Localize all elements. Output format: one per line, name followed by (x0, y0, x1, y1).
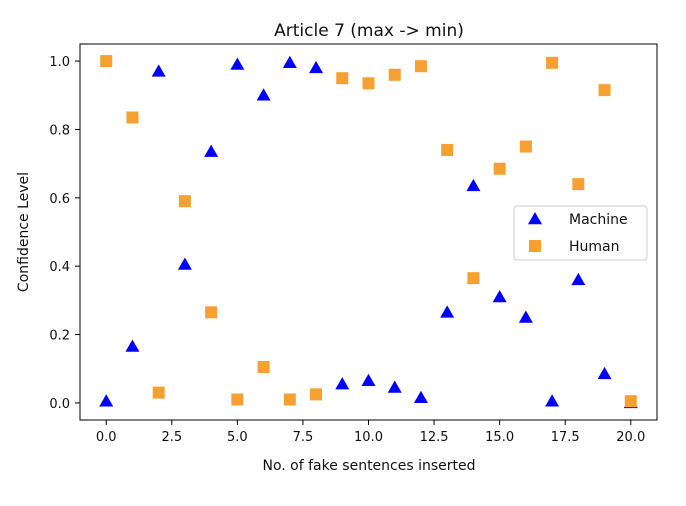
x-tick-label: 17.5 (551, 430, 580, 445)
machine-point (177, 257, 192, 270)
human-point (467, 272, 480, 285)
machine-point (518, 310, 533, 323)
human-point (441, 143, 454, 156)
machine-point (413, 390, 428, 404)
human-point (231, 393, 244, 406)
x-tick-label: 10.0 (354, 430, 383, 445)
legend-human-marker (529, 240, 541, 252)
machine-point (361, 373, 376, 386)
x-tick-label: 0.0 (96, 430, 117, 445)
human-point (283, 393, 296, 406)
human-point (178, 195, 191, 208)
y-tick-label: 1.0 (49, 55, 70, 70)
human-point (152, 386, 165, 399)
machine-point (466, 178, 481, 192)
machine-point (230, 57, 245, 70)
human-point (624, 395, 637, 408)
human-point (362, 77, 375, 90)
human-point (598, 84, 611, 97)
human-point (126, 111, 139, 124)
machine-point (387, 380, 402, 393)
human-point (414, 60, 427, 73)
machine-point (440, 305, 455, 318)
y-tick-label: 0.8 (49, 123, 70, 138)
human-point (205, 306, 218, 319)
y-axis-label: Confidence Level (16, 172, 32, 292)
x-tick-label: 15.0 (485, 430, 514, 445)
x-tick-label: 20.0 (616, 430, 645, 445)
human-point (310, 388, 323, 401)
machine-point (125, 339, 140, 352)
machine-point (204, 144, 219, 157)
machine-point (335, 377, 350, 390)
human-point (100, 55, 113, 68)
machine-point (597, 366, 612, 380)
x-axis-label: No. of fake sentences inserted (262, 458, 475, 474)
machine-point (492, 289, 507, 303)
x-tick-label: 5.0 (227, 430, 248, 445)
data-points (99, 55, 638, 409)
human-point (336, 72, 349, 85)
x-tick-label: 7.5 (293, 430, 314, 445)
machine-point (99, 394, 114, 407)
human-point (388, 68, 401, 81)
machine-point (545, 394, 560, 407)
chart-title: Article 7 (max -> min) (274, 21, 464, 41)
legend: Machine Human (513, 205, 648, 261)
y-tick-label: 0.0 (49, 397, 70, 412)
human-point (572, 178, 585, 191)
y-tick-label: 0.6 (49, 192, 70, 207)
x-tick-label: 12.5 (420, 430, 449, 445)
human-point (493, 162, 506, 175)
legend-human-label: Human (569, 239, 620, 255)
machine-point (571, 272, 586, 286)
machine-point (151, 64, 166, 77)
human-point (257, 361, 270, 374)
y-axis: 0.0 0.2 0.4 0.6 0.8 1.0 (49, 55, 80, 412)
machine-point (282, 55, 297, 69)
y-tick-label: 0.2 (49, 329, 70, 344)
legend-machine-label: Machine (569, 212, 628, 228)
y-tick-label: 0.4 (49, 260, 70, 275)
machine-point (309, 60, 324, 74)
human-point (546, 56, 559, 69)
legend-box (513, 205, 648, 261)
x-axis: 0.0 2.5 5.0 7.5 10.0 12.5 15.0 17.5 20.0 (96, 420, 645, 445)
human-point (519, 140, 532, 153)
legend-machine-marker (528, 212, 542, 225)
x-tick-label: 2.5 (161, 430, 182, 445)
machine-point (256, 88, 271, 101)
